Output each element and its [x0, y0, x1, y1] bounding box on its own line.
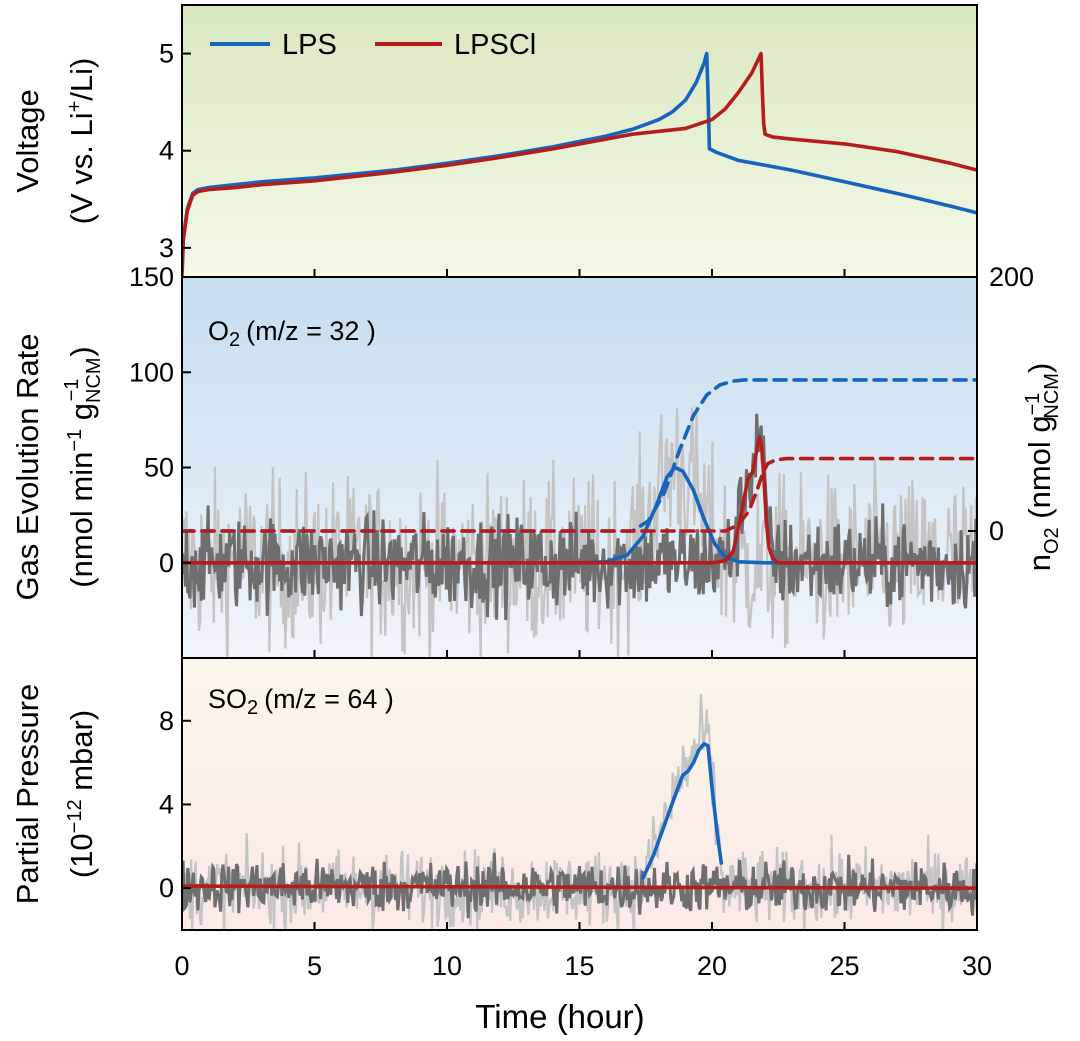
voltage-ytick-label: 4: [159, 136, 174, 166]
o2-raw-dark-trace: [182, 413, 977, 621]
voltage-ytick-label: 3: [159, 233, 174, 263]
o2-ytick-label: 100: [129, 357, 174, 387]
o2-series-lps-cumulative: [182, 378, 977, 533]
o2-ytick-label: 150: [129, 262, 174, 292]
o2-annotation: O2 (m/z = 32 ): [208, 316, 376, 351]
xtick-label: 25: [829, 951, 859, 981]
o2-right-ylabel: nO2 (nmol g−1NCM): [1022, 363, 1063, 572]
o2-series-group: [182, 378, 977, 565]
voltage-ylabel-line2: (V vs. Li+/Li): [64, 58, 99, 225]
so2-series-lpscl: [182, 884, 977, 890]
so2-raw-dark-trace: [182, 852, 977, 919]
o2-right-ytick-label: 0: [989, 516, 1004, 546]
so2-series-lps: [641, 742, 724, 880]
x-axis-label: Time (hour): [475, 998, 644, 1035]
o2-ylabel-line2: (nmol min−1 gNCM−1): [61, 346, 105, 587]
o2-raw-trace-group: [182, 405, 977, 658]
o2-ytick-label: 50: [144, 453, 174, 483]
so2-raw-trace-group: [182, 693, 977, 930]
voltage-series-group: [182, 51, 977, 277]
o2-right-ytick-label: 200: [989, 262, 1034, 292]
xtick-label: 30: [962, 951, 992, 981]
legend-lpscl-label: LPSCl: [454, 29, 536, 61]
so2-ylabel-line2: (10−12 mbar): [64, 710, 99, 878]
xtick-label: 10: [432, 951, 462, 981]
o2-series-lps: [182, 465, 977, 565]
so2-series-group: [182, 742, 977, 890]
o2-ytick-label: 0: [159, 548, 174, 578]
xtick-label: 15: [564, 951, 594, 981]
voltage-series-lps: [182, 51, 977, 274]
o2-series-lpscl-cumulative: [182, 456, 977, 533]
so2-ylabel-line1: Partial Pressure: [10, 684, 45, 905]
xtick-label: 0: [174, 951, 189, 981]
so2-ytick-label: 4: [159, 789, 174, 819]
xtick-label: 20: [697, 951, 727, 981]
voltage-ylabel-line1: Voltage: [10, 89, 45, 192]
so2-ytick-label: 0: [159, 873, 174, 903]
panel-o2-background: [182, 277, 977, 658]
xtick-label: 5: [307, 951, 322, 981]
so2-annotation: SO2 (m/z = 64 ): [208, 684, 394, 719]
voltage-ytick-label: 5: [159, 39, 174, 69]
o2-ylabel-line1: Gas Evolution Rate: [10, 333, 45, 600]
legend: LPS LPSCl: [210, 29, 536, 61]
so2-ytick-label: 8: [159, 706, 174, 736]
voltage-series-lpscl: [182, 51, 977, 277]
o2-series-lpscl: [182, 435, 977, 565]
legend-lps-label: LPS: [282, 29, 337, 61]
